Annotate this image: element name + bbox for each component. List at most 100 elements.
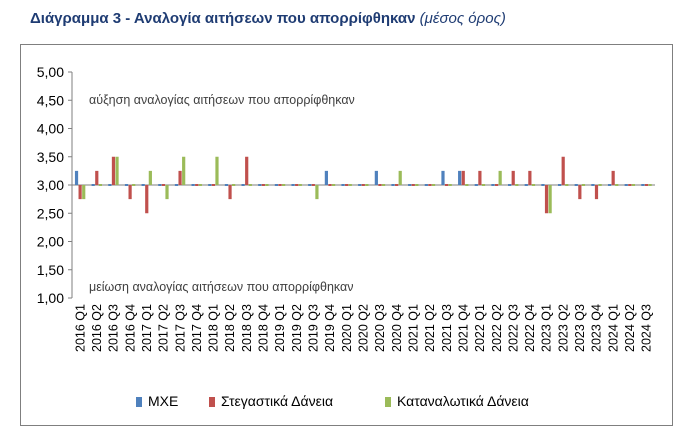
legend-label: Καταναλωτικά Δάνεια <box>397 393 529 409</box>
bar <box>198 184 202 186</box>
bar <box>178 170 182 185</box>
x-tick-label: 2021 Q4 <box>456 304 470 352</box>
bar <box>358 184 362 186</box>
bar <box>541 184 545 186</box>
bar <box>328 184 332 186</box>
bar <box>191 184 195 186</box>
x-tick-label: 2023 Q4 <box>590 304 604 352</box>
x-tick-label: 2022 Q2 <box>490 304 504 352</box>
bar <box>91 184 95 186</box>
x-tick-label: 2016 Q2 <box>90 304 104 352</box>
bar <box>544 185 549 214</box>
x-tick-label: 2024 Q2 <box>623 304 637 352</box>
bar <box>548 185 552 214</box>
bar <box>228 185 232 200</box>
y-tick-label: 3,50 <box>37 149 64 165</box>
bar <box>291 184 295 186</box>
bar <box>428 184 432 186</box>
bar <box>441 170 445 185</box>
x-tick-label: 2021 Q3 <box>440 304 454 352</box>
chart-title-main: Διάγραμμα 3 - Αναλογία αιτήσεων που απορ… <box>30 10 416 27</box>
bar <box>308 184 312 186</box>
bar <box>145 185 149 214</box>
bar <box>82 185 86 200</box>
x-tick-label: 2017 Q3 <box>173 304 187 352</box>
bar <box>361 184 365 186</box>
bar <box>508 184 512 186</box>
bar <box>528 170 532 185</box>
y-tick-label: 1,50 <box>37 262 64 278</box>
bar <box>581 184 586 186</box>
bar <box>624 184 628 186</box>
x-tick-label: 2024 Q3 <box>640 304 654 352</box>
bar <box>424 184 428 186</box>
x-tick-label: 2022 Q3 <box>506 304 520 352</box>
bar <box>78 185 82 200</box>
bar <box>298 184 302 186</box>
bar <box>258 184 262 186</box>
x-tick-label: 2021 Q2 <box>423 304 437 352</box>
bar <box>524 184 528 186</box>
bar <box>628 184 632 186</box>
bar <box>345 184 349 186</box>
x-tick-label: 2024 Q1 <box>606 304 620 352</box>
bar <box>224 184 229 186</box>
bar <box>174 184 179 186</box>
bar <box>111 156 116 185</box>
bar <box>574 184 578 186</box>
y-tick-label: 1,00 <box>37 290 64 306</box>
bar <box>261 184 265 186</box>
bar <box>444 184 449 186</box>
bar <box>458 170 462 185</box>
x-tick-label: 2018 Q1 <box>207 304 221 352</box>
bar <box>348 184 352 186</box>
bar <box>398 170 402 185</box>
bar <box>311 184 315 186</box>
bar <box>248 184 252 186</box>
x-tick-label: 2023 Q2 <box>556 304 570 352</box>
bar <box>648 184 652 186</box>
bar <box>245 156 249 185</box>
x-tick-label: 2021 Q1 <box>406 304 420 352</box>
bar <box>515 184 519 186</box>
bar <box>641 184 645 186</box>
bar <box>557 184 562 186</box>
x-tick-label: 2020 Q1 <box>340 304 354 352</box>
annotation-bottom: μείωση αναλογίας αιτήσεων που απορρίφθηκ… <box>89 280 354 294</box>
x-tick-label: 2023 Q1 <box>540 304 554 352</box>
bar <box>124 184 129 186</box>
bar <box>215 156 219 185</box>
bar <box>391 184 395 186</box>
bar <box>481 184 486 186</box>
x-tick-label: 2019 Q2 <box>290 304 304 352</box>
bar <box>208 184 212 186</box>
bar <box>158 184 162 186</box>
bar <box>315 185 319 200</box>
y-tick-label: 2,00 <box>37 234 64 250</box>
bar <box>465 184 469 186</box>
chart-title: Διάγραμμα 3 - Αναλογία αιτήσεων που απορ… <box>30 10 690 27</box>
x-tick-label: 2020 Q2 <box>357 304 371 352</box>
bar <box>478 170 482 185</box>
bar <box>232 184 236 186</box>
bar <box>108 184 112 186</box>
bar <box>148 170 152 185</box>
legend-label: Στεγαστικά Δάνεια <box>221 393 333 409</box>
bar <box>241 184 245 186</box>
x-tick-label: 2018 Q2 <box>223 304 237 352</box>
bar <box>431 184 436 186</box>
bar <box>395 184 399 186</box>
bar <box>341 184 345 186</box>
bar <box>611 170 615 185</box>
y-tick-label: 3,00 <box>37 177 64 193</box>
chart-frame <box>20 44 673 426</box>
bar <box>324 170 328 185</box>
bar <box>511 170 515 185</box>
x-tick-label: 2016 Q3 <box>107 304 121 352</box>
bar <box>565 184 569 186</box>
bar <box>265 184 269 186</box>
y-tick-label: 4,50 <box>37 92 64 108</box>
bar <box>491 184 495 186</box>
y-tick-label: 5,00 <box>37 64 64 80</box>
